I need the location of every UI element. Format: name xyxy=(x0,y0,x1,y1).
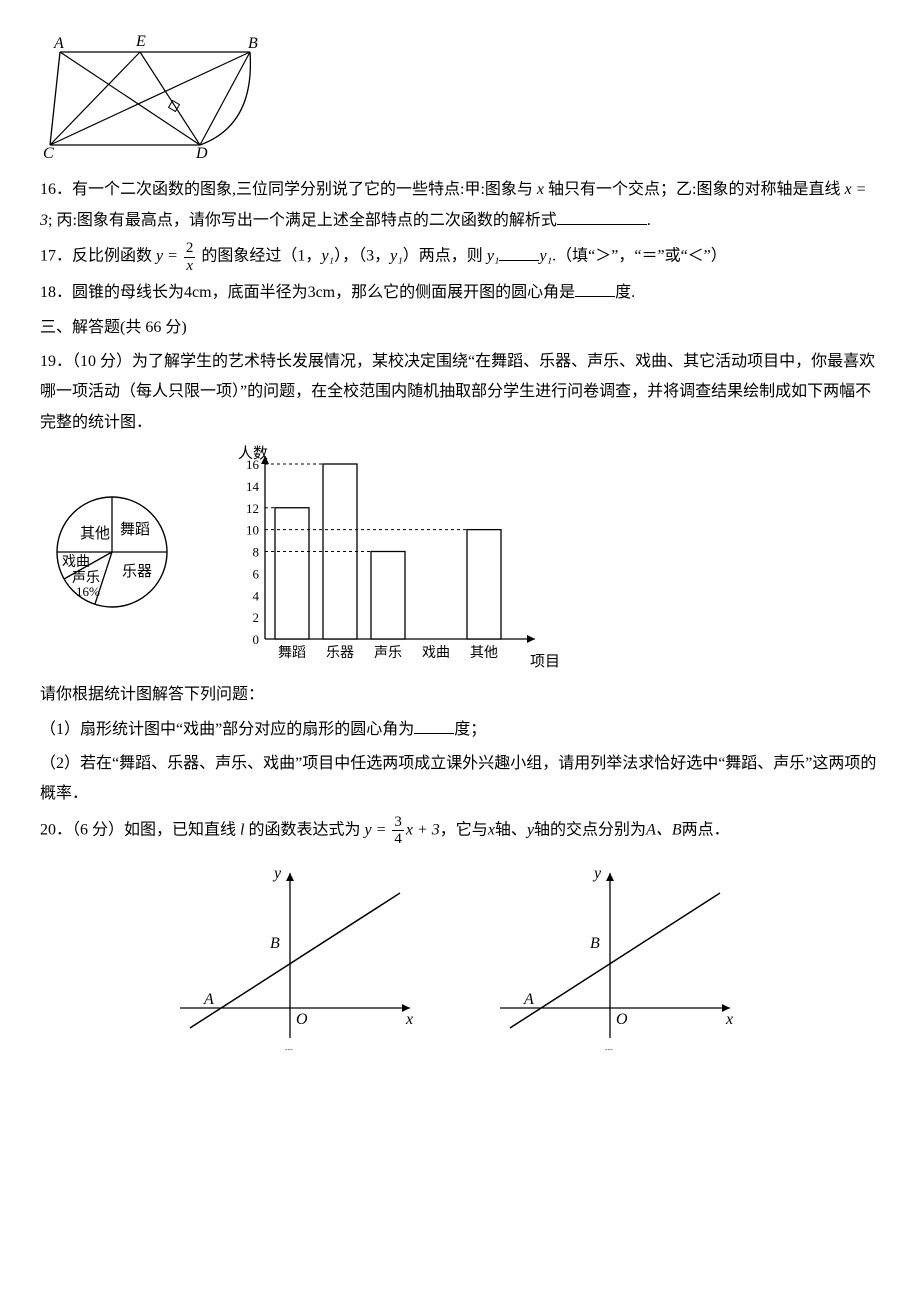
q17-num: 2 xyxy=(184,240,196,258)
q16-text-b: 轴只有一个交点；乙:图象的对称轴是直线 xyxy=(548,181,840,198)
q20-e: 轴的交点分别为 xyxy=(534,821,646,838)
gl-x: x xyxy=(405,1011,413,1028)
q19-sub1-a: （1）扇形统计图中“戏曲”部分对应的扇形的圆心角为 xyxy=(40,721,414,738)
pie-chart: 其他 舞蹈 戏曲 声乐 16% 乐器 xyxy=(40,444,200,624)
q19-sub1: （1）扇形统计图中“戏曲”部分对应的扇形的圆心角为 度； xyxy=(40,715,880,745)
q20-yeq: y = xyxy=(364,821,386,838)
question-18: 18．圆锥的母线长为4cm，底面半径为3cm，那么它的侧面展开图的圆心角是 度. xyxy=(40,278,880,308)
q16-x: x xyxy=(537,181,544,198)
q17-b: 的图象经过（1， xyxy=(201,248,321,265)
q17-right: y₁ xyxy=(539,248,552,265)
q17-c: ），（3， xyxy=(334,248,390,265)
bar-chart: 人数 0246810121416舞蹈乐器声乐戏曲其他 项目 xyxy=(220,444,560,674)
svg-text:┄: ┄ xyxy=(605,1042,613,1057)
svg-text:舞蹈: 舞蹈 xyxy=(278,645,306,661)
q18-a: 18．圆锥的母线长为 xyxy=(40,284,184,301)
q17-y1b: y₁ xyxy=(390,248,403,265)
q18-unit: 度. xyxy=(615,284,635,301)
pie-pct: 16% xyxy=(76,584,100,599)
svg-text:2: 2 xyxy=(253,610,260,625)
q20-f: 两点． xyxy=(682,821,730,838)
label-C: C xyxy=(43,145,54,160)
q20-y: y xyxy=(527,821,534,838)
gr-B: B xyxy=(590,935,600,952)
gl-A: A xyxy=(203,991,214,1008)
q18-v1: 4cm xyxy=(184,284,212,301)
bar-xlabel: 项目 xyxy=(530,653,560,670)
pie-label-instr: 乐器 xyxy=(122,563,152,580)
q18-blank[interactable] xyxy=(575,280,615,297)
svg-text:12: 12 xyxy=(246,501,259,516)
label-E: E xyxy=(135,33,146,50)
svg-text:14: 14 xyxy=(246,479,260,494)
q20-x: x xyxy=(488,821,495,838)
gr-A: A xyxy=(523,991,534,1008)
gr-O: O xyxy=(616,1011,628,1028)
svg-text:声乐: 声乐 xyxy=(374,645,402,661)
svg-text:0: 0 xyxy=(253,632,260,647)
question-19: 19．（10 分）为了解学生的艺术特长发展情况，某校决定围绕“在舞蹈、乐器、声乐… xyxy=(40,347,880,438)
q17-den: x xyxy=(184,258,196,275)
graph-left: x y O A B ┄ xyxy=(170,858,430,1058)
label-A: A xyxy=(53,35,64,52)
q18-v2: 3cm xyxy=(308,284,336,301)
q19-after: 请你根据统计图解答下列问题： xyxy=(40,680,880,710)
q17-y1a: y₁ xyxy=(321,248,334,265)
q18-b: ，底面半径为 xyxy=(212,284,308,301)
pie-label-dance: 舞蹈 xyxy=(120,521,150,538)
q20-l: l xyxy=(240,821,244,838)
q20-c: ，它与 xyxy=(440,821,488,838)
geom-figure: A B C D E xyxy=(40,30,270,160)
q19-charts: 其他 舞蹈 戏曲 声乐 16% 乐器 人数 0246810121416舞蹈乐器声… xyxy=(40,444,880,674)
q16-blank[interactable] xyxy=(557,208,647,225)
svg-text:其他: 其他 xyxy=(470,645,498,661)
gl-y: y xyxy=(272,865,282,882)
q17-d: ）两点，则 xyxy=(403,248,483,265)
q20-graphs: x y O A B ┄ x y O A B ┄ xyxy=(40,858,880,1058)
q20-tail: x + 3 xyxy=(406,821,440,838)
q19-sub1-b: 度； xyxy=(454,721,486,738)
figure-q15: A B C D E xyxy=(40,30,880,171)
q16-text-a: 16．有一个二次函数的图象,三位同学分别说了它的一些特点:甲:图象与 xyxy=(40,181,533,198)
svg-text:4: 4 xyxy=(253,588,260,603)
q20-b: 的函数表达式为 xyxy=(248,821,360,838)
q20-den: 4 xyxy=(392,831,404,848)
q16-text-c: ; 丙:图象有最高点，请你写出一个满足上述全部特点的二次函数的解析式 xyxy=(48,212,557,229)
question-20: 20．（6 分）如图，已知直线 l 的函数表达式为 y = 34x + 3，它与… xyxy=(40,814,880,848)
q17-a: 17．反比例函数 xyxy=(40,248,152,265)
q20-d: 轴、 xyxy=(495,821,527,838)
pie-label-opera: 戏曲 xyxy=(62,554,90,570)
q16-suffix: . xyxy=(647,212,651,229)
question-16: 16．有一个二次函数的图象,三位同学分别说了它的一些特点:甲:图象与 x 轴只有… xyxy=(40,175,880,236)
section-3-heading: 三、解答题(共 66 分) xyxy=(40,313,880,343)
gl-O: O xyxy=(296,1011,308,1028)
gl-B: B xyxy=(270,935,280,952)
q20-num: 3 xyxy=(392,814,404,832)
q19-sub1-blank[interactable] xyxy=(414,717,454,734)
graph-right: x y O A B ┄ xyxy=(490,858,750,1058)
q18-c: ，那么它的侧面展开图的圆心角是 xyxy=(335,284,575,301)
svg-text:16: 16 xyxy=(246,457,260,472)
svg-text:8: 8 xyxy=(253,545,260,560)
q17-frac: 2x xyxy=(184,240,196,274)
label-D: D xyxy=(195,145,208,160)
label-B: B xyxy=(248,35,258,52)
q17-left: y₁ xyxy=(487,248,500,265)
svg-text:6: 6 xyxy=(253,567,260,582)
svg-text:10: 10 xyxy=(246,523,259,538)
gr-x: x xyxy=(725,1011,733,1028)
q17-y: y = xyxy=(156,248,178,265)
q20-pts: A、B xyxy=(646,821,682,838)
q17-blank[interactable] xyxy=(499,244,539,261)
q20-a: 20．（6 分）如图，已知直线 xyxy=(40,821,236,838)
q17-suffix: .（填“＞”，“＝”或“＜”） xyxy=(552,248,727,265)
svg-text:乐器: 乐器 xyxy=(326,645,354,661)
svg-text:戏曲: 戏曲 xyxy=(422,645,450,661)
pie-label-other: 其他 xyxy=(80,525,110,542)
q19-sub2: （2）若在“舞蹈、乐器、声乐、戏曲”项目中任选两项成立课外兴趣小组，请用列举法求… xyxy=(40,749,880,810)
question-17: 17．反比例函数 y = 2x 的图象经过（1，y₁），（3，y₁）两点，则 y… xyxy=(40,240,880,274)
q20-frac: 34 xyxy=(392,814,404,848)
gr-y: y xyxy=(592,865,602,882)
svg-text:┄: ┄ xyxy=(285,1042,293,1057)
